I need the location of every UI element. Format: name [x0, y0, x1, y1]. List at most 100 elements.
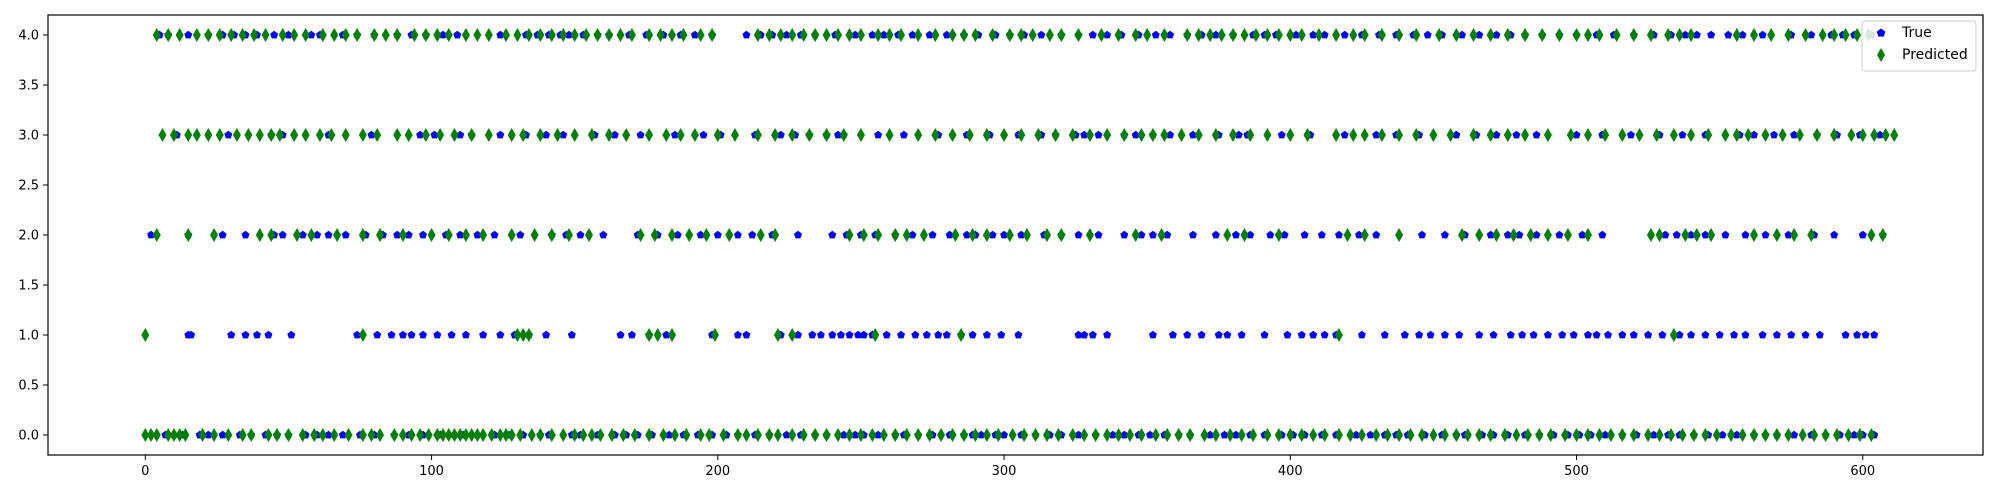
- true-point: [1841, 330, 1850, 339]
- predicted-point: [1841, 28, 1850, 42]
- true-point: [184, 30, 193, 39]
- predicted-point: [278, 28, 287, 42]
- predicted-point: [1712, 428, 1721, 442]
- predicted-point: [1211, 128, 1220, 142]
- predicted-point: [272, 428, 281, 442]
- predicted-point: [1475, 228, 1484, 242]
- predicted-point: [1475, 428, 1484, 442]
- true-point: [942, 30, 951, 39]
- true-point: [1074, 330, 1083, 339]
- true-point: [407, 330, 416, 339]
- predicted-point: [1054, 428, 1063, 442]
- predicted-point: [398, 228, 407, 242]
- predicted-point: [1160, 128, 1169, 142]
- predicted-point: [1357, 428, 1366, 442]
- predicted-point: [596, 428, 605, 442]
- predicted-point: [367, 428, 376, 442]
- predicted-point: [1274, 428, 1283, 442]
- true-point: [1094, 130, 1103, 139]
- predicted-point: [822, 128, 831, 142]
- predicted-point: [1237, 428, 1246, 442]
- predicted-point: [1732, 128, 1741, 142]
- predicted-point: [914, 28, 923, 42]
- predicted-point: [1085, 128, 1094, 142]
- predicted-point: [487, 428, 496, 442]
- predicted-point: [725, 228, 734, 242]
- true-point: [1355, 230, 1363, 239]
- true-point: [1486, 230, 1495, 239]
- predicted-point: [1681, 228, 1690, 242]
- true-point: [1489, 330, 1498, 339]
- predicted-point: [1778, 128, 1787, 142]
- predicted-point: [968, 228, 977, 242]
- predicted-point: [742, 428, 751, 442]
- predicted-point: [645, 28, 654, 42]
- true-point: [1672, 230, 1681, 239]
- predicted-point: [931, 128, 940, 142]
- predicted-point: [1601, 128, 1610, 142]
- y-tick-label: 4.0: [18, 29, 39, 44]
- true-point: [934, 330, 943, 339]
- true-point: [1626, 130, 1635, 139]
- predicted-point: [1503, 28, 1512, 42]
- true-point: [1426, 330, 1435, 339]
- predicted-point: [152, 28, 161, 42]
- true-point: [1452, 130, 1461, 139]
- true-point: [204, 430, 213, 439]
- predicted-point: [1801, 28, 1810, 42]
- predicted-point: [1784, 28, 1793, 42]
- predicted-point: [570, 428, 579, 442]
- predicted-point: [553, 128, 562, 142]
- true-point: [147, 230, 155, 239]
- true-point: [1163, 230, 1172, 239]
- predicted-point: [1211, 428, 1220, 442]
- true-point: [1707, 30, 1716, 39]
- predicted-point: [1618, 128, 1627, 142]
- predicted-point: [1406, 428, 1415, 442]
- true-point: [1718, 430, 1727, 439]
- true-point: [748, 230, 757, 239]
- predicted-point: [891, 428, 900, 442]
- true-point: [882, 330, 891, 339]
- predicted-point: [315, 128, 324, 142]
- predicted-point: [885, 128, 894, 142]
- predicted-point: [799, 428, 808, 442]
- predicted-point: [982, 128, 991, 142]
- predicted-point: [293, 228, 302, 242]
- true-point: [1644, 330, 1653, 339]
- axes: 0 100 200 300 400 500 600 0.0 0.5 1.0 1.5 2.0 2.5 3.0…: [18, 29, 1875, 480]
- true-point: [742, 330, 751, 339]
- true-point: [1317, 230, 1326, 239]
- true-point: [1529, 330, 1538, 339]
- predicted-point: [1844, 428, 1853, 442]
- true-point: [1458, 30, 1466, 39]
- true-point: [1080, 330, 1089, 339]
- predicted-point: [484, 128, 493, 142]
- true-point: [868, 30, 877, 39]
- true-point: [1730, 330, 1738, 339]
- predicted-point: [679, 28, 688, 42]
- true-point: [1340, 30, 1349, 39]
- true-point: [662, 330, 671, 339]
- predicted-point: [244, 128, 253, 142]
- predicted-point: [1812, 128, 1821, 142]
- true-point: [187, 330, 196, 339]
- predicted-point: [1727, 428, 1736, 442]
- true-point: [599, 230, 608, 239]
- predicted-point: [1833, 428, 1842, 442]
- predicted-point: [473, 28, 482, 42]
- predicted-point: [1486, 128, 1495, 142]
- predicted-point: [267, 228, 276, 242]
- true-point: [1687, 230, 1695, 239]
- true-point: [1183, 330, 1192, 339]
- predicted-point: [948, 128, 957, 142]
- predicted-point: [1692, 228, 1701, 242]
- predicted-point: [1091, 428, 1100, 442]
- predicted-point: [659, 428, 668, 442]
- true-point: [808, 330, 817, 339]
- true-point: [218, 230, 227, 239]
- predicted-point: [811, 428, 820, 442]
- predicted-point: [513, 28, 522, 42]
- predicted-point: [1114, 28, 1123, 42]
